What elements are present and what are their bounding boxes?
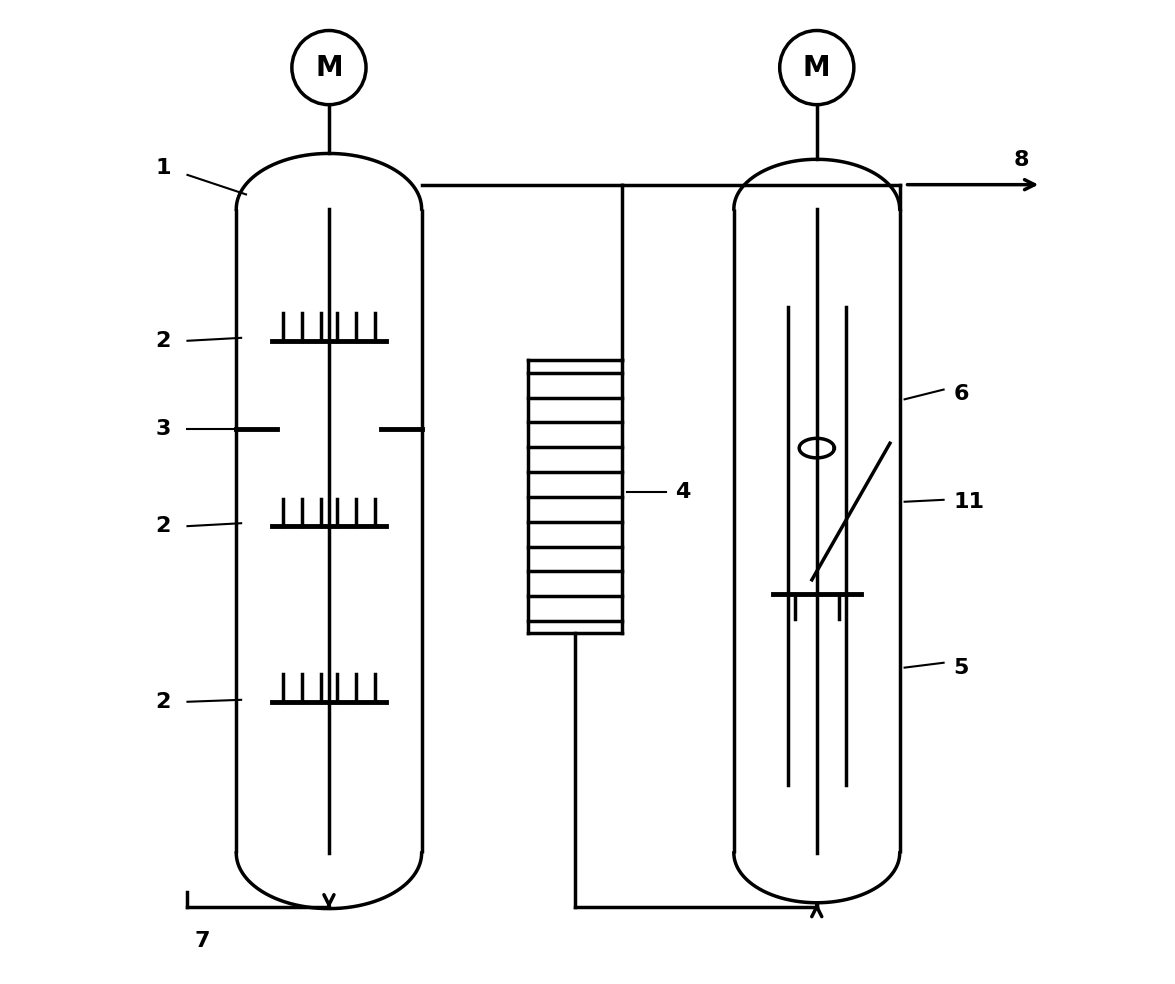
Text: 7: 7 (194, 931, 210, 951)
Text: 8: 8 (1014, 151, 1029, 170)
Text: 11: 11 (953, 492, 985, 512)
Text: 1: 1 (155, 158, 170, 178)
Text: M: M (803, 53, 831, 82)
Text: 5: 5 (953, 657, 968, 678)
Text: 3: 3 (155, 418, 170, 439)
Text: 2: 2 (155, 331, 170, 350)
Text: 2: 2 (155, 517, 170, 536)
Text: 4: 4 (676, 482, 691, 502)
Text: 2: 2 (155, 692, 170, 711)
Text: M: M (315, 53, 343, 82)
Text: 6: 6 (953, 385, 969, 404)
